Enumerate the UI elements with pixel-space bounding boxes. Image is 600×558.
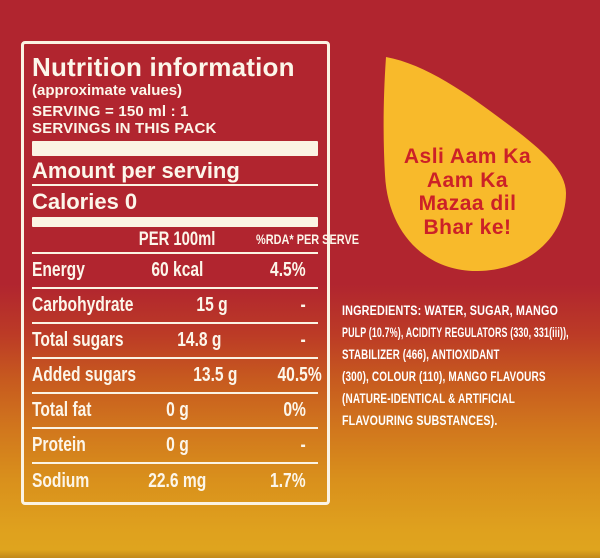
row-label: Added sugars: [32, 364, 137, 386]
row-value: 13.5 g: [193, 364, 238, 386]
table-row-added-sugars: Added sugars 13.5 g 40.5%: [32, 359, 322, 394]
tagline-line: Asli Aam Ka: [403, 145, 532, 168]
tagline-line: Bhar ke!: [423, 215, 512, 239]
table-row-total-sugars: Total sugars 14.8 g -: [32, 324, 318, 359]
tagline: Asli Aam Ka Aam Ka Mazaa dil Bhar ke!: [374, 145, 561, 239]
ingredients-line: INGREDIENTS: WATER, SUGAR, MANGO: [342, 303, 559, 318]
row-value: 15 g: [196, 294, 228, 316]
tagline-line: Aam Ka: [426, 168, 509, 192]
row-rda: -: [300, 329, 306, 351]
divider-line: [32, 184, 318, 186]
row-rda: -: [300, 434, 306, 456]
row-label: Sodium: [32, 470, 90, 492]
divider-bar: [32, 217, 318, 227]
row-rda: 1.7%: [270, 470, 306, 492]
panel-subtitle: (approximate values): [32, 82, 183, 99]
table-row-total-fat: Total fat 0 g 0%: [32, 394, 318, 429]
panel-title: Nutrition information: [32, 52, 295, 82]
row-value: 0 g: [165, 399, 189, 421]
serving-info: SERVING = 150 ml : 1 SERVINGS IN THIS PA…: [32, 103, 318, 137]
ingredients-line: PULP (10.7%), ACIDITY REGULATORS (330, 3…: [342, 325, 569, 340]
row-rda: 40.5%: [277, 364, 323, 386]
ingredients-line: STABILIZER (466), ANTIOXIDANT: [342, 347, 500, 362]
table-header-row: PER 100ml %RDA* PER SERVE: [32, 227, 359, 254]
table-row-carbohydrate: Carbohydrate 15 g -: [32, 289, 318, 324]
row-value: 22.6 mg: [147, 470, 207, 492]
table-row-sodium: Sodium 22.6 mg 1.7%: [32, 464, 318, 499]
row-label: Total fat: [32, 399, 92, 421]
row-value: 60 kcal: [150, 259, 204, 281]
header-per-100ml: PER 100ml: [138, 228, 216, 250]
calories-line: Calories 0: [32, 189, 138, 214]
row-label: Protein: [32, 434, 86, 456]
ingredients-line: (300), COLOUR (110), MANGO FLAVOURS: [342, 369, 546, 384]
row-rda: 0%: [283, 399, 306, 421]
table-row-protein: Protein 0 g -: [32, 429, 318, 464]
row-label: Energy: [32, 259, 85, 281]
nutrition-panel: Nutrition information (approximate value…: [21, 41, 359, 505]
ingredients-line: FLAVOURING SUBSTANCES).: [342, 413, 498, 428]
amount-per-serving-heading: Amount per serving: [32, 158, 240, 183]
serving-line: SERVING = 150 ml : 1: [32, 103, 189, 120]
ingredients-text: INGREDIENTS: WATER, SUGAR, MANGO PULP (1…: [342, 300, 598, 432]
row-value: 0 g: [165, 434, 189, 456]
divider-bar: [32, 141, 318, 156]
ingredients-line: (NATURE-IDENTICAL & ARTIFICIAL: [342, 391, 515, 406]
row-value: 14.8 g: [177, 329, 222, 351]
row-label: Total sugars: [32, 329, 124, 351]
tagline-line: Mazaa dil: [418, 192, 517, 215]
row-rda: 4.5%: [270, 259, 306, 281]
header-rda-per-serve: %RDA* PER SERVE: [256, 230, 360, 247]
serving-line: SERVINGS IN THIS PACK: [32, 120, 217, 137]
row-label: Carbohydrate: [32, 294, 134, 316]
table-row-energy: Energy 60 kcal 4.5%: [32, 254, 318, 289]
row-rda: -: [300, 294, 306, 316]
